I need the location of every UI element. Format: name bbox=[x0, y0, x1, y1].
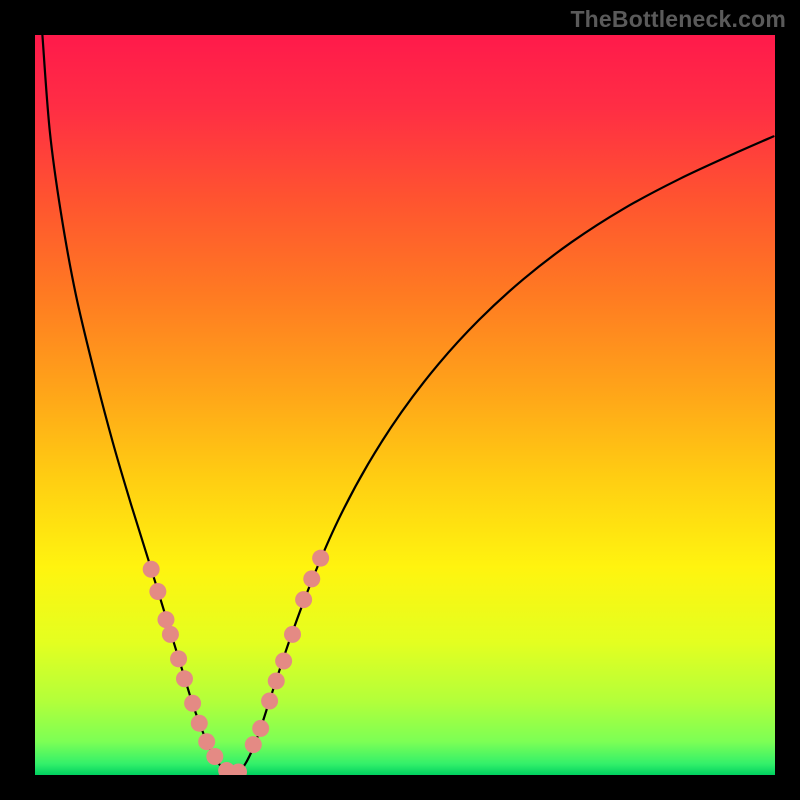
markers-group bbox=[143, 550, 329, 775]
marker-dot bbox=[143, 561, 160, 578]
marker-dot bbox=[295, 591, 312, 608]
marker-dot bbox=[157, 611, 174, 628]
marker-dot bbox=[176, 670, 193, 687]
marker-dot bbox=[261, 693, 278, 710]
marker-dot bbox=[303, 570, 320, 587]
marker-dot bbox=[170, 650, 187, 667]
marker-dot bbox=[198, 733, 215, 750]
marker-dot bbox=[275, 653, 292, 670]
marker-dot bbox=[284, 626, 301, 643]
chart-svg bbox=[35, 35, 775, 775]
marker-dot bbox=[184, 695, 201, 712]
bottleneck-curve bbox=[42, 35, 773, 773]
marker-dot bbox=[206, 748, 223, 765]
marker-dot bbox=[191, 715, 208, 732]
marker-dot bbox=[162, 626, 179, 643]
watermark-text: TheBottleneck.com bbox=[570, 6, 786, 33]
chart-container: { "watermark": { "text": "TheBottleneck.… bbox=[0, 0, 800, 800]
marker-dot bbox=[245, 736, 262, 753]
marker-dot bbox=[312, 550, 329, 567]
marker-dot bbox=[268, 673, 285, 690]
marker-dot bbox=[252, 720, 269, 737]
marker-dot bbox=[149, 583, 166, 600]
plot-area bbox=[35, 35, 775, 775]
